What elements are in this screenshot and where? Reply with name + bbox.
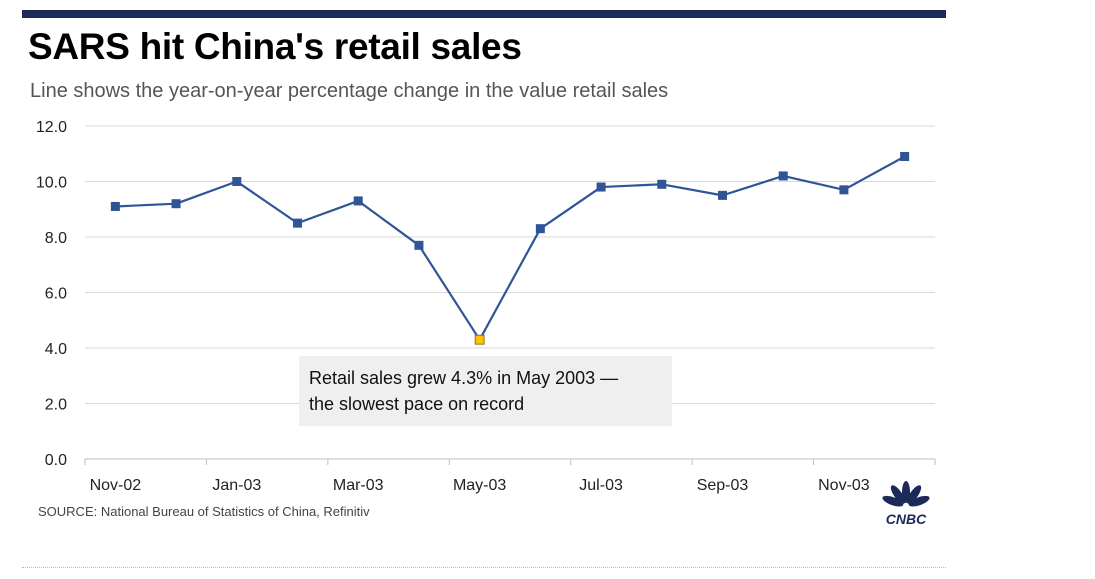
x-tick-label: Nov-03 (818, 477, 870, 494)
y-tick-label: 4.0 (45, 341, 67, 358)
cnbc-logo-text: CNBC (886, 511, 927, 526)
source-note: SOURCE: National Bureau of Statistics of… (38, 504, 370, 519)
data-point-marker (839, 185, 849, 195)
data-point-marker (293, 218, 302, 228)
y-tick-label: 0.0 (45, 452, 67, 469)
data-point-marker (778, 171, 788, 181)
x-tick-label: Mar-03 (333, 477, 384, 494)
chart-subtitle: Line shows the year-on-year percentage c… (30, 80, 669, 102)
data-point-marker (171, 199, 181, 209)
cnbc-peacock-logo: CNBC (882, 481, 930, 526)
annotation-line-2: the slowest pace on record (309, 394, 525, 414)
series-line (115, 155, 906, 341)
annotation-line-1: Retail sales grew 4.3% in May 2003 — (309, 368, 619, 388)
x-tick-label: May-03 (453, 477, 506, 494)
y-tick-label: 10.0 (36, 175, 67, 192)
data-point-marker (414, 240, 424, 250)
top-accent-bar (22, 10, 946, 18)
x-tick-label: Jan-03 (212, 477, 261, 494)
data-point-marker (110, 201, 120, 211)
y-tick-label: 6.0 (45, 286, 67, 303)
data-point-marker (718, 190, 727, 200)
y-tick-label: 8.0 (45, 230, 67, 247)
x-tick-label: Nov-02 (90, 477, 142, 494)
data-point-marker (596, 182, 606, 192)
y-tick-label: 2.0 (45, 397, 67, 414)
annotation-box: Retail sales grew 4.3% in May 2003 — the… (299, 356, 672, 426)
x-tick-label: Jul-03 (579, 477, 623, 494)
highlight-marker (474, 334, 485, 345)
data-point-marker (657, 179, 667, 189)
y-tick-label: 12.0 (36, 119, 67, 136)
data-point-marker (535, 224, 545, 234)
chart-title: SARS hit China's retail sales (28, 26, 522, 67)
bottom-divider (22, 567, 946, 568)
x-tick-label: Sep-03 (697, 477, 749, 494)
data-point-marker (900, 152, 910, 162)
data-point-marker (232, 177, 242, 186)
data-point-marker (353, 196, 363, 206)
